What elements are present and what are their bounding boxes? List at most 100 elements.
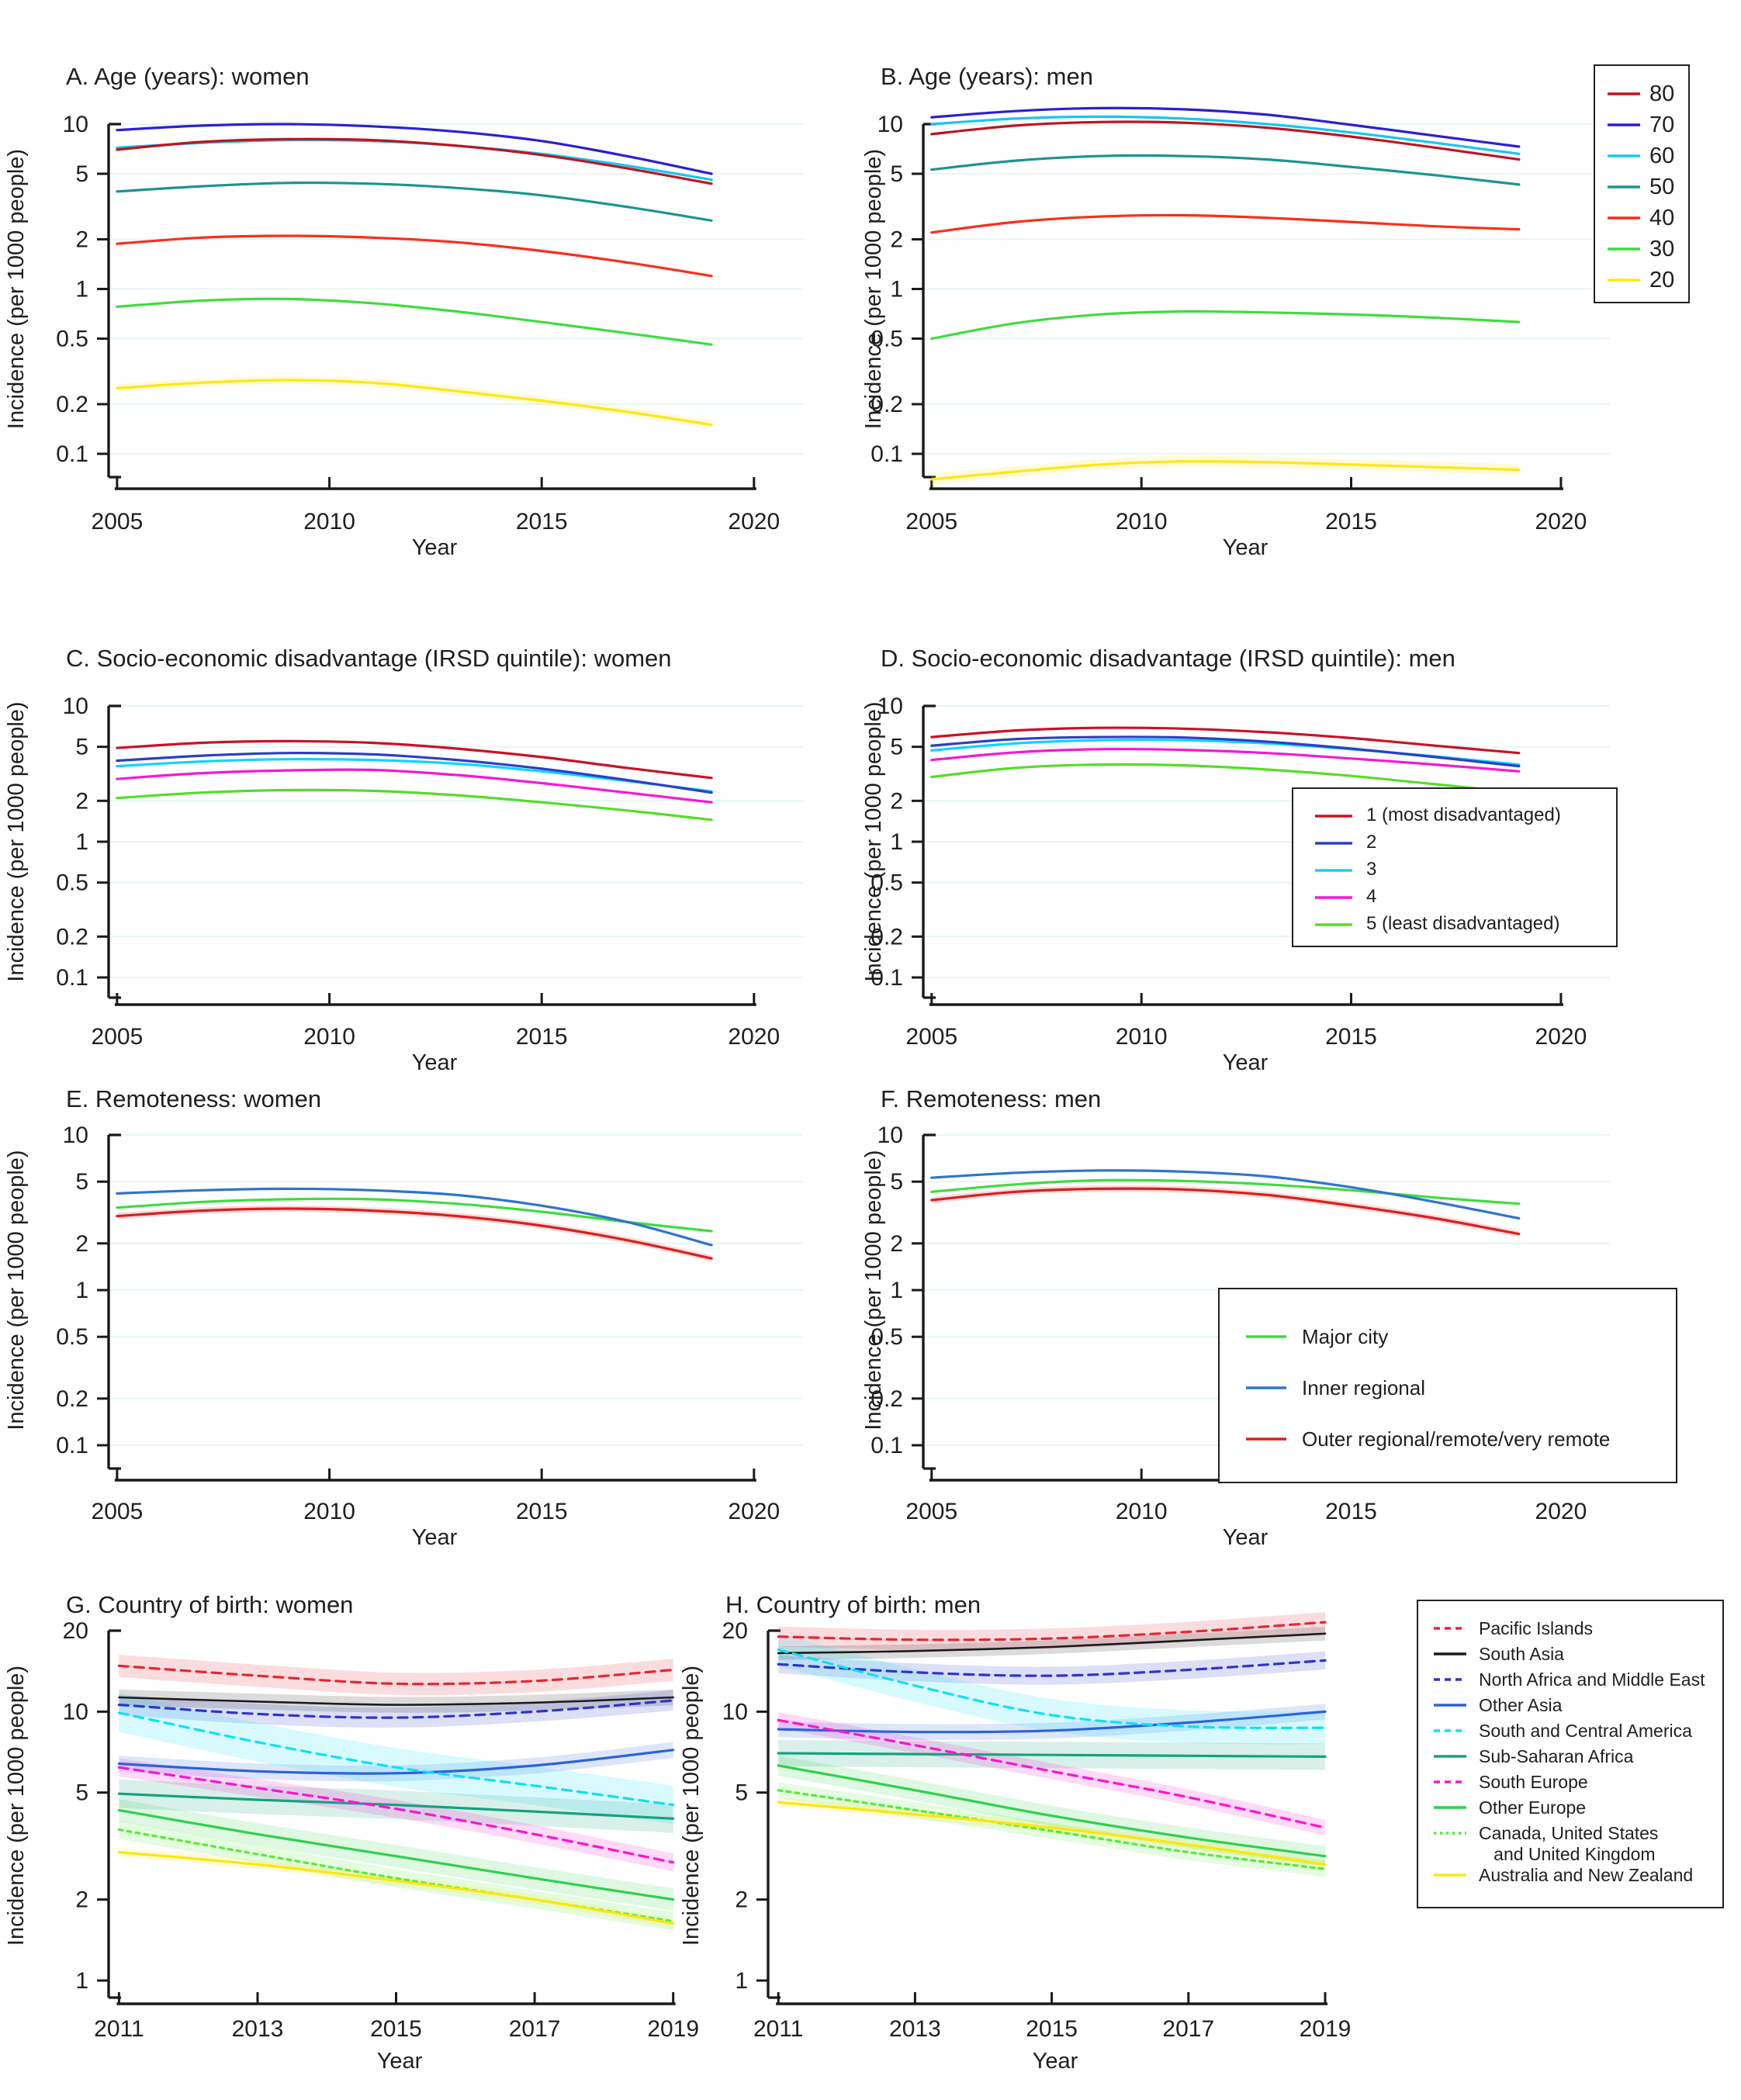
legend-label: 20 (1649, 267, 1675, 292)
legend-line-swatch (1315, 895, 1352, 899)
x-tick-label: 2013 (889, 2016, 941, 2042)
y-tick-label: 2 (890, 227, 903, 253)
y-tick-label: 1 (75, 1278, 88, 1303)
legend-item-40: 40 (1608, 202, 1688, 234)
y-axis-label: Incidence (per 1000 people) (4, 701, 29, 981)
y-tick-label: 0.2 (870, 924, 903, 950)
legend-item-sub-saharan-africa: Sub-Saharan Africa (1434, 1746, 1722, 1772)
legend-label: Other Europe (1479, 1797, 1587, 1818)
panel-title: C. Socio-economic disadvantage (IRSD qui… (66, 645, 672, 672)
series-line-sub-saharan-africa (117, 1792, 675, 1820)
x-tick-label: 2010 (303, 1499, 355, 1524)
x-tick-label: 2010 (1116, 1499, 1168, 1524)
y-tick-label: 2 (75, 1887, 88, 1913)
y-tick-label: 1 (890, 1278, 903, 1303)
y-tick-label: 0.5 (870, 327, 903, 352)
series-line-3 (116, 757, 713, 793)
series-line-south-europe (117, 1766, 675, 1864)
legend-label: 60 (1649, 143, 1675, 168)
legend-line-swatch (1434, 1780, 1466, 1783)
legend-line-swatch (1434, 1678, 1466, 1681)
series-line-australia-and-new-zealand (777, 1801, 1327, 1866)
legend-item-4: 4 (1315, 884, 1616, 911)
legend-line-swatch (1434, 1652, 1466, 1655)
x-tick-label: 2015 (516, 1024, 568, 1050)
x-tick-label: 2015 (1325, 1499, 1377, 1524)
series-line-other-europe (777, 1764, 1327, 1858)
series-line-south-and-central-america (117, 1711, 675, 1807)
series-line-canada-united-states-and-united-kingdom (777, 1789, 1327, 1870)
legend-label: Major city (1302, 1324, 1389, 1348)
series-line-20 (930, 459, 1521, 481)
series-line-pacific-islands (777, 1621, 1327, 1642)
y-axis-label: Incidence (per 1000 people) (4, 1150, 29, 1430)
legend-line-swatch (1608, 92, 1640, 95)
legend-item-50: 50 (1608, 171, 1688, 202)
legend-item-australia-and-new-zealand: Australia and New Zealand (1434, 1865, 1722, 1891)
x-axis-label: Year (412, 1050, 458, 1075)
y-axis-label: Incidence (per 1000 people) (861, 1150, 886, 1430)
legend-line-swatch (1434, 1755, 1466, 1758)
series-line-50 (930, 154, 1521, 186)
panel-d-chart: 10 5 2 1 0.5 0.2 0.1 2005 2010 2015 2020 D. Socio-e… (861, 645, 1610, 1075)
y-tick-label: 2 (75, 788, 88, 814)
x-axis-label: Year (1223, 1050, 1269, 1075)
y-tick-label: 0.2 (56, 392, 88, 417)
x-tick-label: 2015 (1026, 2016, 1078, 2042)
legend-label: South Asia (1479, 1644, 1564, 1664)
y-axis-label: Incidence (per 1000 people) (679, 1666, 704, 1946)
legend-label: Pacific Islands (1479, 1618, 1594, 1638)
legend-line-swatch (1246, 1386, 1286, 1389)
y-tick-label: 0.2 (870, 1386, 903, 1412)
series-line-60 (930, 115, 1521, 155)
legend-item-south-asia: South Asia (1434, 1644, 1722, 1669)
legend-line-swatch (1315, 814, 1352, 818)
series-line-30 (930, 310, 1521, 341)
legend-item-major-city: Major city (1246, 1311, 1676, 1362)
x-tick-label: 2010 (1116, 509, 1168, 535)
y-tick-label: 5 (890, 161, 903, 187)
y-axis-caps (109, 123, 121, 479)
panel-title: H. Country of birth: men (725, 1591, 981, 1618)
series-line-4 (930, 747, 1521, 773)
y-tick-label: 1 (75, 277, 88, 303)
x-tick-label: 2005 (92, 1024, 144, 1050)
y-tick-label: 2 (75, 1231, 88, 1257)
x-tick-label: 2005 (905, 509, 957, 535)
legend-label: North Africa and Middle East (1479, 1669, 1705, 1690)
legend-item-30: 30 (1608, 234, 1688, 265)
y-tick-label: 5 (890, 735, 903, 760)
y-tick-label: 0.2 (870, 392, 903, 417)
y-tick-label: 0.1 (870, 965, 903, 991)
series-line-80 (116, 137, 713, 185)
series-line-other-asia (117, 1749, 675, 1775)
legend-item-inner-regional: Inner regional (1246, 1362, 1676, 1413)
x-axis-label: Year (1223, 1525, 1269, 1550)
x-axis-label: Year (1033, 2049, 1078, 2074)
y-axis-caps (923, 1133, 936, 1470)
confidence-band-20 (116, 375, 712, 429)
confidence-band-south-europe (778, 1712, 1325, 1836)
series-line-australia-and-new-zealand (117, 1851, 675, 1925)
legend-line-swatch (1608, 154, 1640, 157)
series-line-70 (930, 106, 1521, 148)
legend-label: 50 (1649, 174, 1675, 199)
x-tick-label: 2011 (753, 2016, 804, 2042)
confidence-band-pacific-islands (119, 1655, 673, 1696)
series-line-north-africa-and-middle-east (777, 1659, 1327, 1677)
legend-label: Other Asia (1479, 1695, 1563, 1715)
y-tick-label: 1 (75, 1968, 88, 1994)
legend-item-other-asia: Other Asia (1434, 1695, 1722, 1721)
x-tick-label: 2020 (728, 1024, 780, 1050)
y-tick-label: 0.2 (56, 1386, 88, 1412)
x-tick-label: 2020 (728, 509, 780, 535)
y-tick-label: 5 (75, 1169, 88, 1195)
legend-item-2: 2 (1315, 829, 1616, 856)
y-tick-label: 0.5 (56, 870, 88, 896)
x-tick-label: 2015 (1325, 509, 1377, 535)
x-tick-label: 2019 (647, 2016, 699, 2042)
legend-item-3: 3 (1315, 856, 1616, 884)
legend-line-swatch (1608, 279, 1640, 282)
